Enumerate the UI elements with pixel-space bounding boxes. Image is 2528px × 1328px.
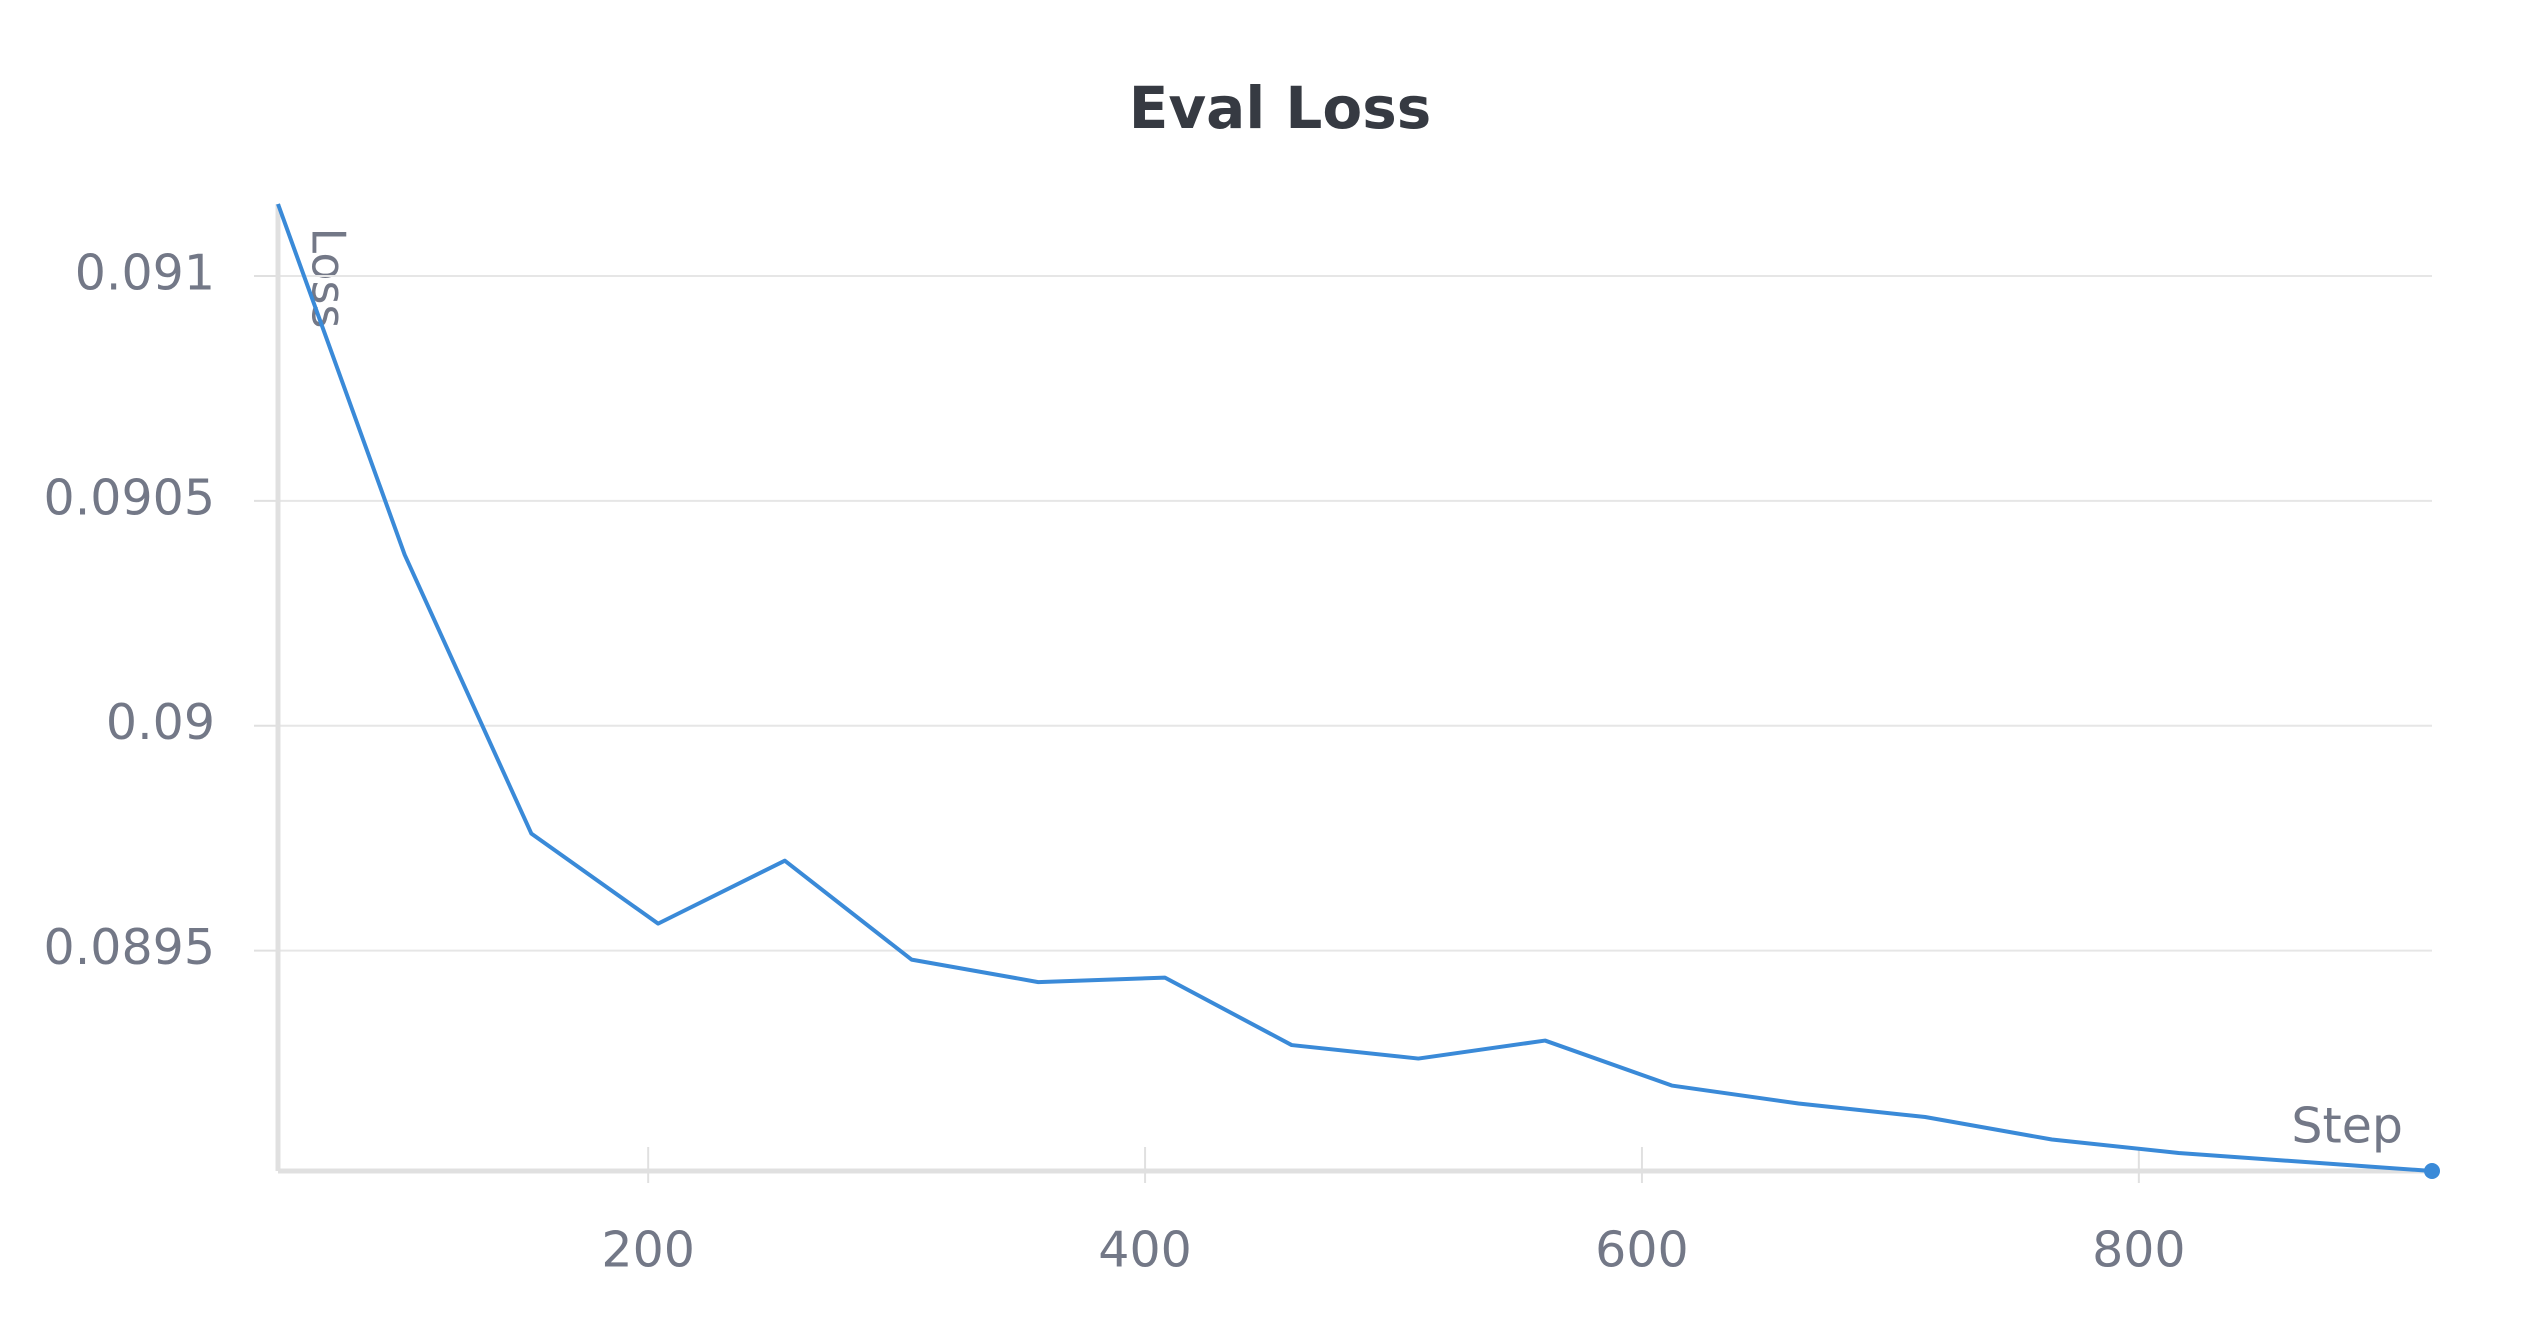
y-axis-label: Loss xyxy=(302,228,356,329)
x-tick-label: 200 xyxy=(601,1222,695,1279)
series-line xyxy=(276,203,2433,1173)
y-tick-label: 0.09 xyxy=(106,694,215,751)
y-tick-label: 0.0895 xyxy=(44,919,215,976)
x-tick-label: 400 xyxy=(1098,1222,1192,1279)
x-tick-label: 600 xyxy=(1595,1222,1689,1279)
x-axis-label: Step xyxy=(2291,1098,2403,1155)
chart-title: Eval Loss xyxy=(1129,74,1432,142)
end-point xyxy=(2424,1163,2440,1179)
y-tick-label: 0.0905 xyxy=(44,469,215,526)
y-tick-label: 0.091 xyxy=(75,244,215,301)
x-tick-label: 800 xyxy=(2092,1222,2186,1279)
